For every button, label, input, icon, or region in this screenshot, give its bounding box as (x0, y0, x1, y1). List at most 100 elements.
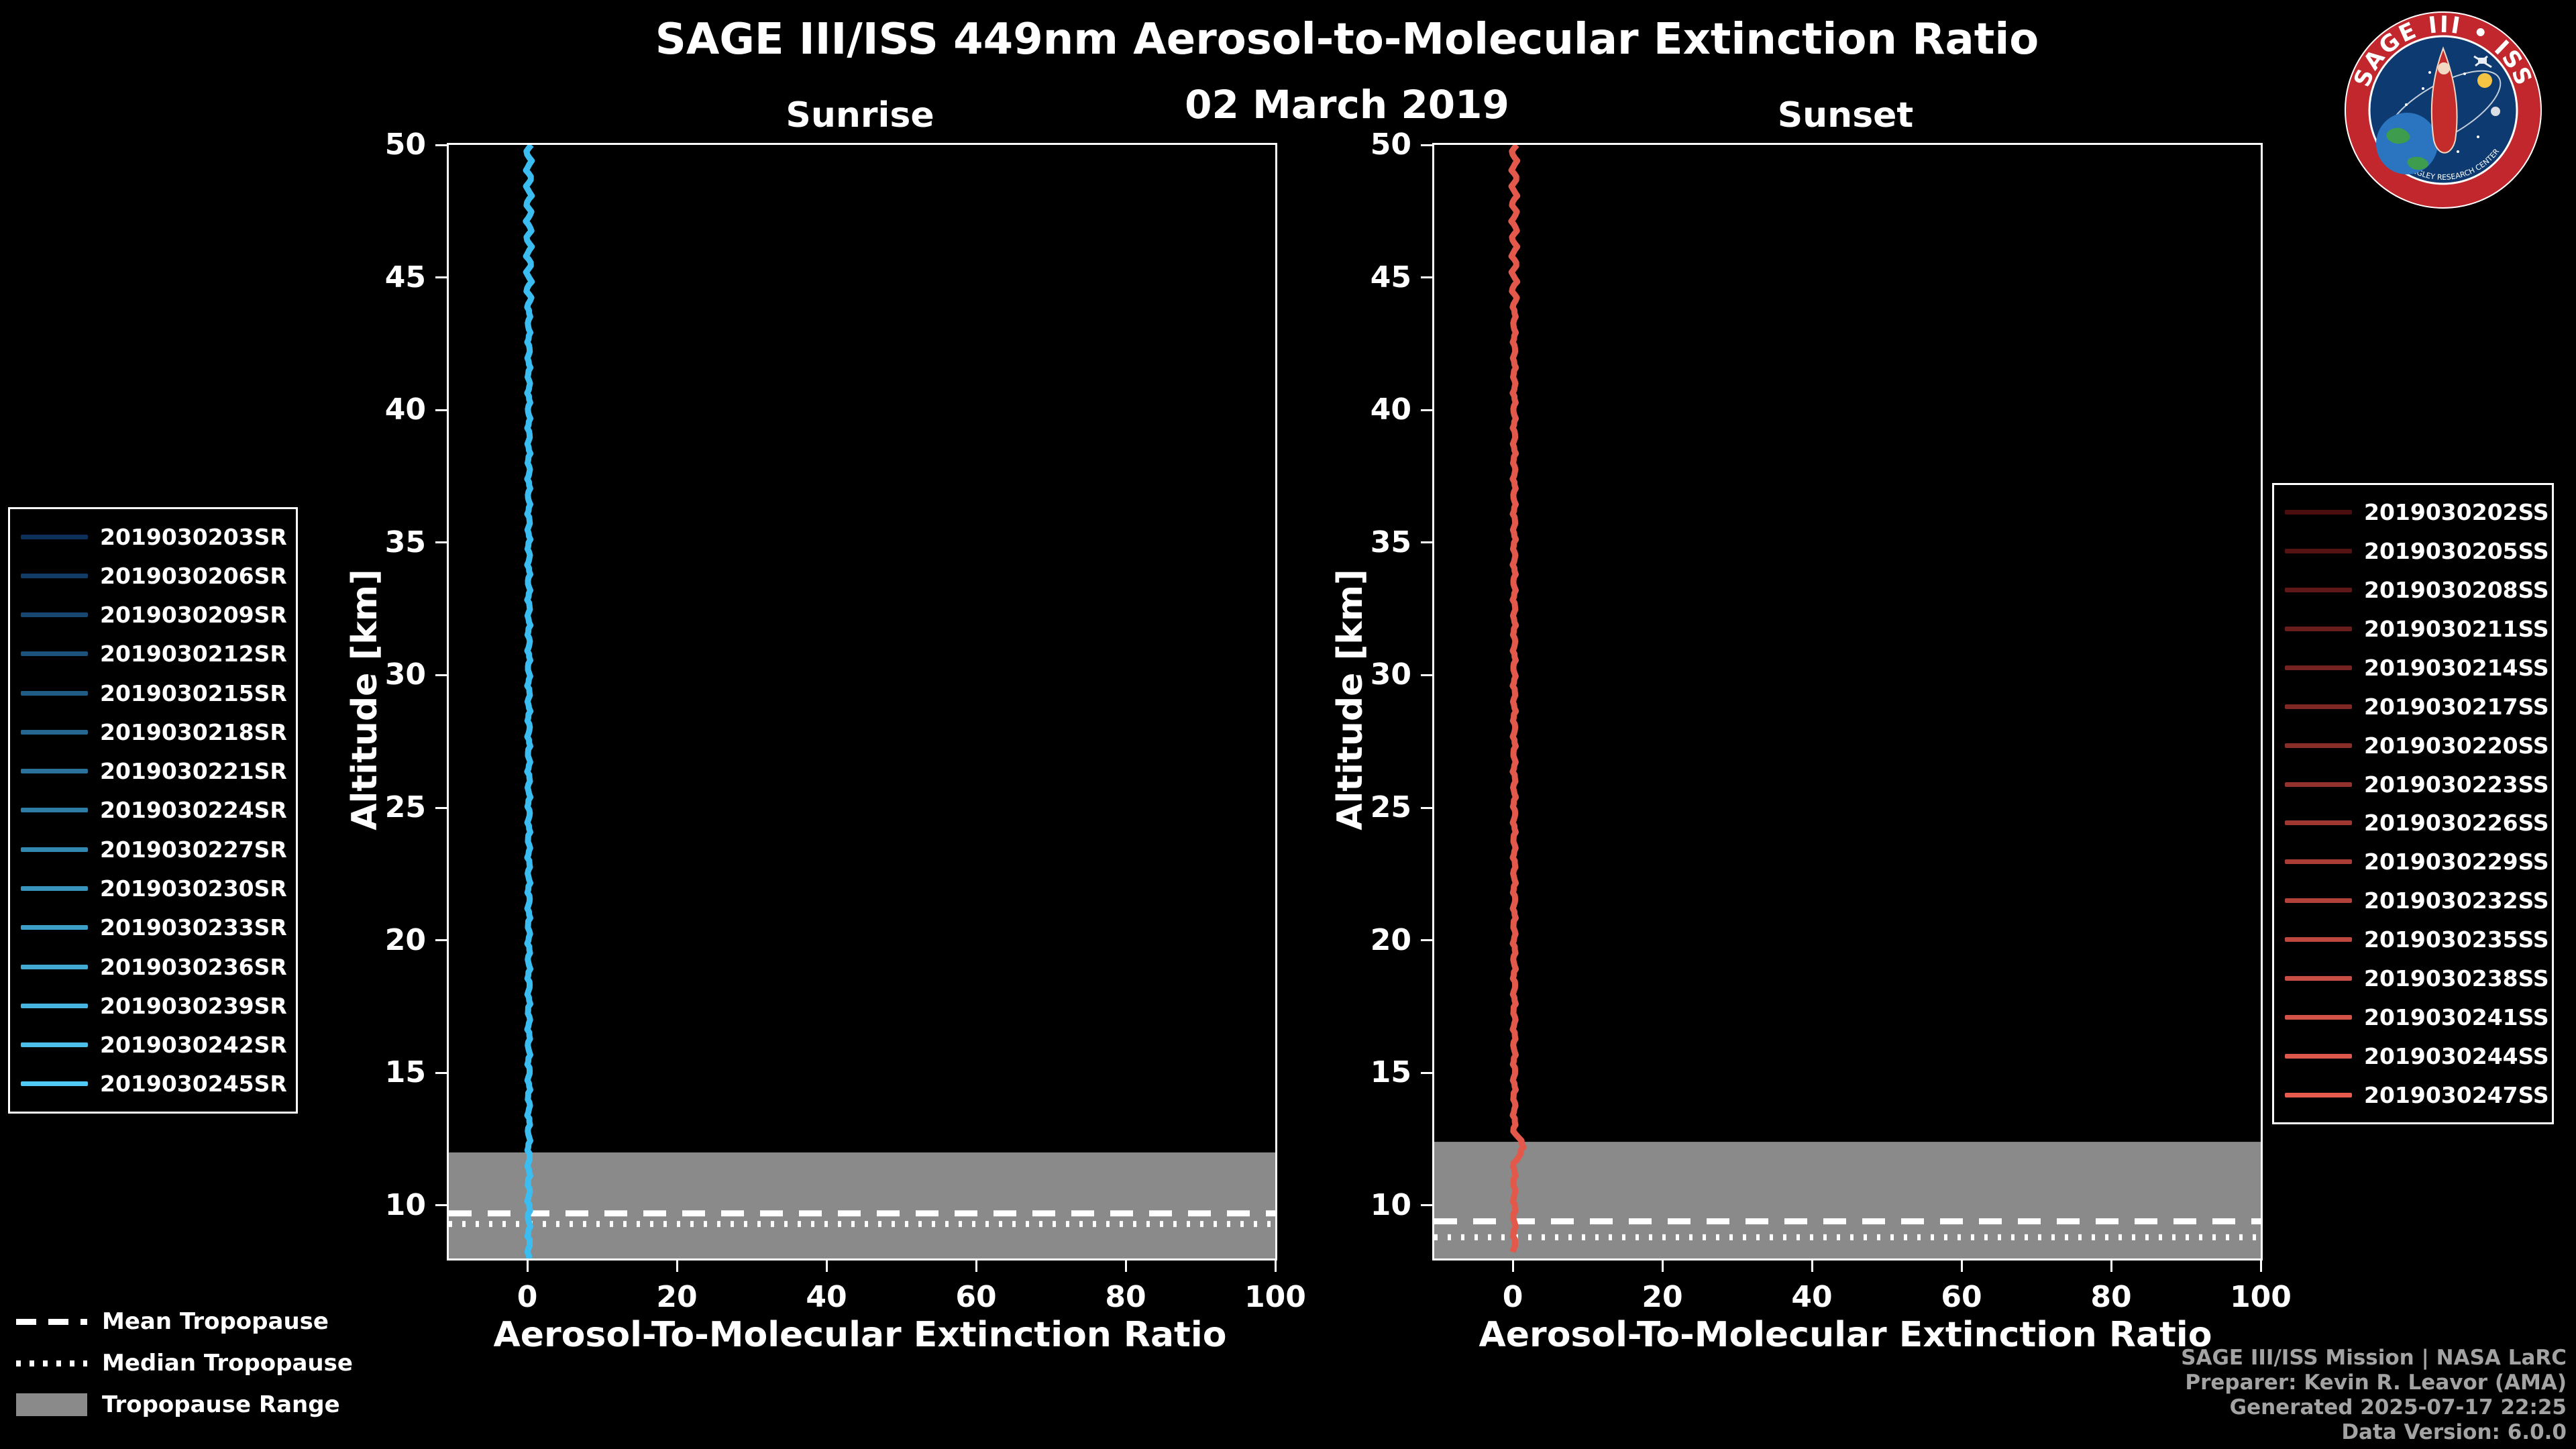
legend-item: 2019030215SR (21, 674, 287, 712)
x-tick-label: 0 (1502, 1280, 1523, 1314)
mean-tropopause-swatch (16, 1318, 87, 1325)
x-axis-label-sunrise: Aerosol-To-Molecular Extinction Ratio (493, 1315, 1227, 1355)
plot-canvas (1434, 145, 2261, 1258)
legend-label: 2019030202SS (2364, 499, 2549, 526)
legend-label: 2019030209SR (100, 602, 287, 629)
legend-line-swatch (21, 808, 88, 813)
legend-label: 2019030223SS (2364, 771, 2549, 798)
legend-line-swatch (21, 769, 88, 774)
y-tick-mark (435, 806, 447, 809)
x-tick-label: 60 (1941, 1280, 1982, 1314)
credit-line-preparer: Preparer: Kevin R. Leavor (AMA) (2185, 1371, 2567, 1395)
legend-line-swatch (2285, 1053, 2352, 1059)
x-tick-mark (1124, 1260, 1127, 1272)
legend-line-swatch (21, 1003, 88, 1008)
legend-line-swatch (2285, 665, 2352, 670)
legend-line-swatch (2285, 510, 2352, 515)
legend-item: 2019030245SR (21, 1065, 287, 1104)
y-tick-label: 10 (384, 1187, 426, 1222)
sage-iss-logo: SAGE III • ISS NASA LANGLEY RESEARCH CEN… (2343, 9, 2544, 211)
logo-iss (2473, 55, 2492, 68)
y-tick-label: 20 (1370, 922, 1411, 957)
y-tick-mark (1421, 939, 1432, 942)
legend-label: 2019030232SS (2364, 888, 2549, 914)
tropopause-range-swatch (16, 1393, 87, 1416)
legend-line-swatch (21, 690, 88, 696)
x-tick-label: 20 (1642, 1280, 1683, 1314)
legend-item: 2019030205SS (2285, 532, 2549, 571)
legend-label: 2019030205SS (2364, 538, 2549, 565)
legend-line-swatch (21, 612, 88, 618)
y-tick-mark (435, 939, 447, 942)
y-tick-mark (1421, 409, 1432, 411)
figure-title: SAGE III/ISS 449nm Aerosol-to-Molecular … (655, 15, 2039, 64)
y-tick-label: 25 (1370, 790, 1411, 825)
y-tick-label: 50 (1370, 127, 1411, 162)
y-tick-mark (1421, 806, 1432, 809)
x-tick-label: 100 (1244, 1280, 1306, 1314)
legend-item: 2019030220SS (2285, 726, 2549, 765)
legend-line-swatch (21, 573, 88, 578)
legend-item: 2019030223SS (2285, 765, 2549, 804)
legend-line-swatch (2285, 820, 2352, 826)
legend-item: 2019030232SS (2285, 881, 2549, 920)
median-tropopause-swatch (16, 1360, 87, 1366)
x-tick-mark (975, 1260, 977, 1272)
legend-label: 2019030226SS (2364, 810, 2549, 837)
credit-line-data-version: Data Version: 6.0.0 (2341, 1420, 2567, 1444)
x-tick-label: 100 (2230, 1280, 2292, 1314)
y-tick-label: 10 (1370, 1187, 1411, 1222)
legend-item: 2019030233SR (21, 908, 287, 947)
legend-label: Mean Tropopause (102, 1308, 329, 1335)
y-tick-label: 25 (384, 790, 426, 825)
y-tick-mark (1421, 1204, 1432, 1207)
y-tick-mark (1421, 144, 1432, 146)
plot-canvas (449, 145, 1275, 1258)
legend-line-swatch (21, 925, 88, 930)
legend-item: Median Tropopause (16, 1348, 353, 1378)
y-tick-mark (1421, 674, 1432, 676)
legend-label: 2019030233SR (100, 914, 287, 941)
x-tick-mark (1661, 1260, 1664, 1272)
plot-area-sunrise: 50 45 40 35 30 25 20 15 10 0 20 40 60 80 100 (385, 130, 1306, 1312)
x-tick-mark (2259, 1260, 2262, 1272)
legend-label: 2019030247SS (2364, 1081, 2549, 1108)
legend-item: 2019030212SR (21, 635, 287, 674)
x-tick-mark (526, 1260, 529, 1272)
legend-label: 2019030236SR (100, 953, 287, 980)
legend-sunrise-events: 2019030203SR 2019030206SR 2019030209SR 2019… (8, 507, 298, 1114)
legend-line-swatch (2285, 704, 2352, 709)
legend-item: 2019030208SS (2285, 571, 2549, 610)
legend-label: 2019030239SR (100, 992, 287, 1019)
legend-label: 2019030218SR (100, 718, 287, 745)
legend-line-swatch (21, 534, 88, 539)
legend-item: 2019030244SS (2285, 1036, 2549, 1075)
x-tick-mark (1511, 1260, 1514, 1272)
legend-line-swatch (2285, 1014, 2352, 1020)
x-tick-mark (1274, 1260, 1277, 1272)
logo-sun (2477, 73, 2492, 88)
legend-label: 2019030214SS (2364, 654, 2549, 681)
y-tick-mark (435, 541, 447, 544)
legend-line-swatch (2285, 1092, 2352, 1097)
plot-area-sunset: 50 45 40 35 30 25 20 15 10 0 20 40 60 80 100 (1371, 130, 2292, 1312)
y-tick-label: 30 (384, 657, 426, 692)
y-axis-label-sunrise: Altitude [km] (345, 569, 385, 830)
panel-title-sunrise: Sunrise (786, 95, 934, 136)
x-tick-label: 60 (955, 1280, 997, 1314)
legend-item: 2019030242SR (21, 1025, 287, 1064)
legend-item: 2019030229SS (2285, 843, 2549, 881)
legend-item: 2019030238SS (2285, 959, 2549, 998)
legend-line-swatch (2285, 549, 2352, 554)
figure-date: 02 March 2019 (1185, 82, 1509, 127)
legend-label: 2019030215SR (100, 680, 287, 706)
x-tick-mark (2110, 1260, 2112, 1272)
y-tick-label: 40 (1370, 392, 1411, 427)
legend-label: 2019030244SS (2364, 1042, 2549, 1069)
legend-line-swatch (21, 651, 88, 657)
legend-item: 2019030209SR (21, 596, 287, 635)
legend-item: 2019030241SS (2285, 998, 2549, 1036)
x-tick-mark (825, 1260, 828, 1272)
legend-label: 2019030229SS (2364, 849, 2549, 875)
